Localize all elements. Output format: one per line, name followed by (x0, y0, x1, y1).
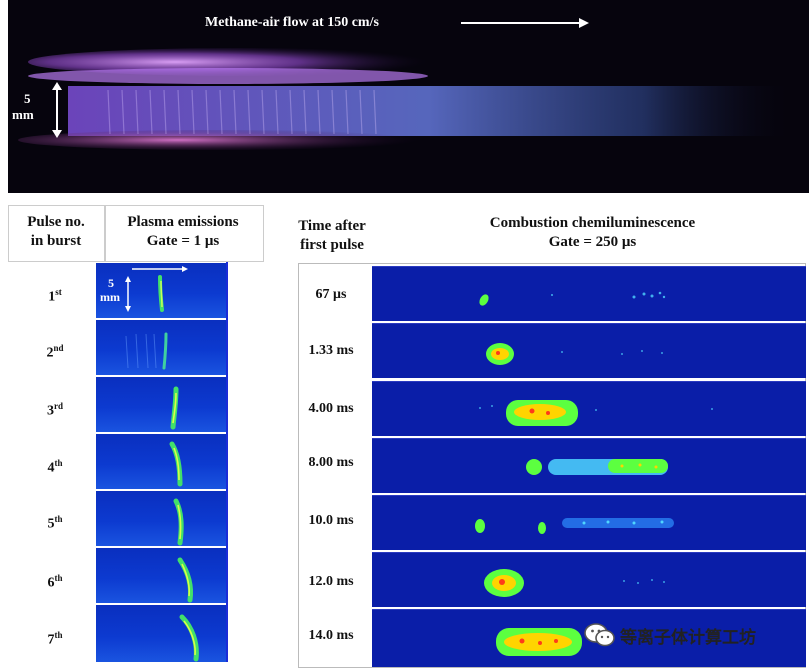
time-label-2: 1.33 ms (308, 343, 354, 358)
combustion-image-3 (479, 400, 713, 426)
pulse-header-box (8, 205, 106, 262)
time-label-1: 67 μs (315, 287, 347, 302)
plasma-frame-4 (96, 434, 226, 489)
combustion-image-4 (526, 459, 668, 475)
top-scale-label: 5 mm (12, 91, 34, 123)
combustion-image-7 (496, 628, 582, 656)
plasma-frame-7 (96, 605, 226, 662)
top-scale-unit: mm (12, 107, 34, 122)
combustion-frame-4 (372, 438, 806, 493)
combustion-frame-5 (372, 495, 806, 550)
time-label-5: 10.0 ms (308, 513, 354, 528)
plasma-image-4 (169, 441, 183, 487)
plasma-frame-3 (96, 377, 226, 432)
plasma-column-border (226, 262, 228, 662)
combustion-header-line2: Gate = 250 μs (548, 234, 637, 250)
plasma-discharge-photo (8, 0, 809, 193)
combustion-frame-3 (372, 381, 806, 436)
combustion-image-6 (484, 569, 665, 597)
plasma-header-box (104, 205, 264, 262)
plasma-scale-value: 5 (108, 276, 114, 290)
flow-direction-arrow-icon (461, 18, 589, 28)
combustion-header: Combustion chemiluminescence Gate = 250 … (415, 214, 770, 252)
top-scale-value: 5 (24, 91, 31, 106)
time-label-6: 12.0 ms (308, 574, 354, 589)
plasma-image-3 (170, 386, 179, 430)
plasma-frame-6 (96, 548, 226, 603)
plasma-scale-unit: mm (100, 290, 120, 304)
combustion-image-1 (479, 291, 666, 306)
pulse-label-6: 6th (47, 573, 63, 591)
plasma-scale-arrows-icon (125, 266, 188, 312)
plasma-frame-1: 5 mm (96, 263, 226, 318)
plasma-frame-2 (96, 320, 226, 375)
time-header-line2: first pulse (300, 237, 364, 253)
combustion-frame-2 (372, 323, 806, 378)
time-header: Time after first pulse (282, 217, 382, 255)
top-scale-arrow-icon (52, 82, 62, 138)
plasma-header-line1: Plasma emissions (127, 214, 239, 230)
time-label-4: 8.00 ms (308, 455, 354, 470)
plasma-image-1 (158, 275, 164, 312)
plasma-image-5 (173, 498, 184, 546)
pulse-label-3: 3rd (47, 401, 63, 419)
combustion-frame-6 (372, 552, 806, 607)
pulse-label-2: 2nd (46, 343, 64, 361)
pulse-header-line1: Pulse no. (27, 214, 85, 230)
plasma-header: Plasma emissions Gate = 1 μs (104, 213, 262, 251)
plasma-header-line2: Gate = 1 μs (146, 233, 220, 249)
plasma-frame-5 (96, 491, 226, 546)
discharge-glow-graphic (8, 0, 809, 193)
pulse-label-5: 5th (47, 514, 63, 532)
time-label-7: 14.0 ms (308, 628, 354, 643)
plasma-image-2 (125, 332, 168, 370)
plasma-image-7 (179, 614, 199, 662)
pulse-header: Pulse no. in burst (8, 213, 104, 251)
plasma-scale-label: 5 mm (100, 276, 120, 304)
pulse-header-line2: in burst (30, 233, 82, 249)
wechat-icon (584, 623, 615, 647)
time-label-3: 4.00 ms (308, 401, 354, 416)
pulse-label-1: 1st (48, 287, 62, 305)
time-header-line1: Time after (298, 218, 366, 234)
pulse-label-4: 4th (47, 458, 63, 476)
plasma-image-6 (177, 557, 193, 603)
pulse-label-7: 7th (47, 630, 63, 648)
combustion-header-line1: Combustion chemiluminescence (489, 215, 696, 231)
watermark-text: 等离子体计算工坊 (620, 628, 756, 648)
combustion-image-2 (486, 343, 663, 365)
combustion-image-5 (475, 518, 674, 534)
flow-label: Methane-air flow at 150 cm/s (205, 15, 379, 30)
combustion-frame-1 (372, 266, 806, 321)
